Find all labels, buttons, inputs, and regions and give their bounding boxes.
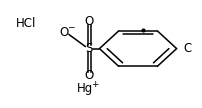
Text: O: O xyxy=(59,26,68,39)
Text: −: − xyxy=(67,22,74,31)
Text: C: C xyxy=(183,42,191,55)
Text: +: + xyxy=(91,80,98,89)
Text: O: O xyxy=(84,15,94,28)
Text: S: S xyxy=(85,42,93,55)
Text: Hg: Hg xyxy=(77,82,93,95)
Text: HCl: HCl xyxy=(16,17,36,30)
Text: O: O xyxy=(84,69,94,82)
